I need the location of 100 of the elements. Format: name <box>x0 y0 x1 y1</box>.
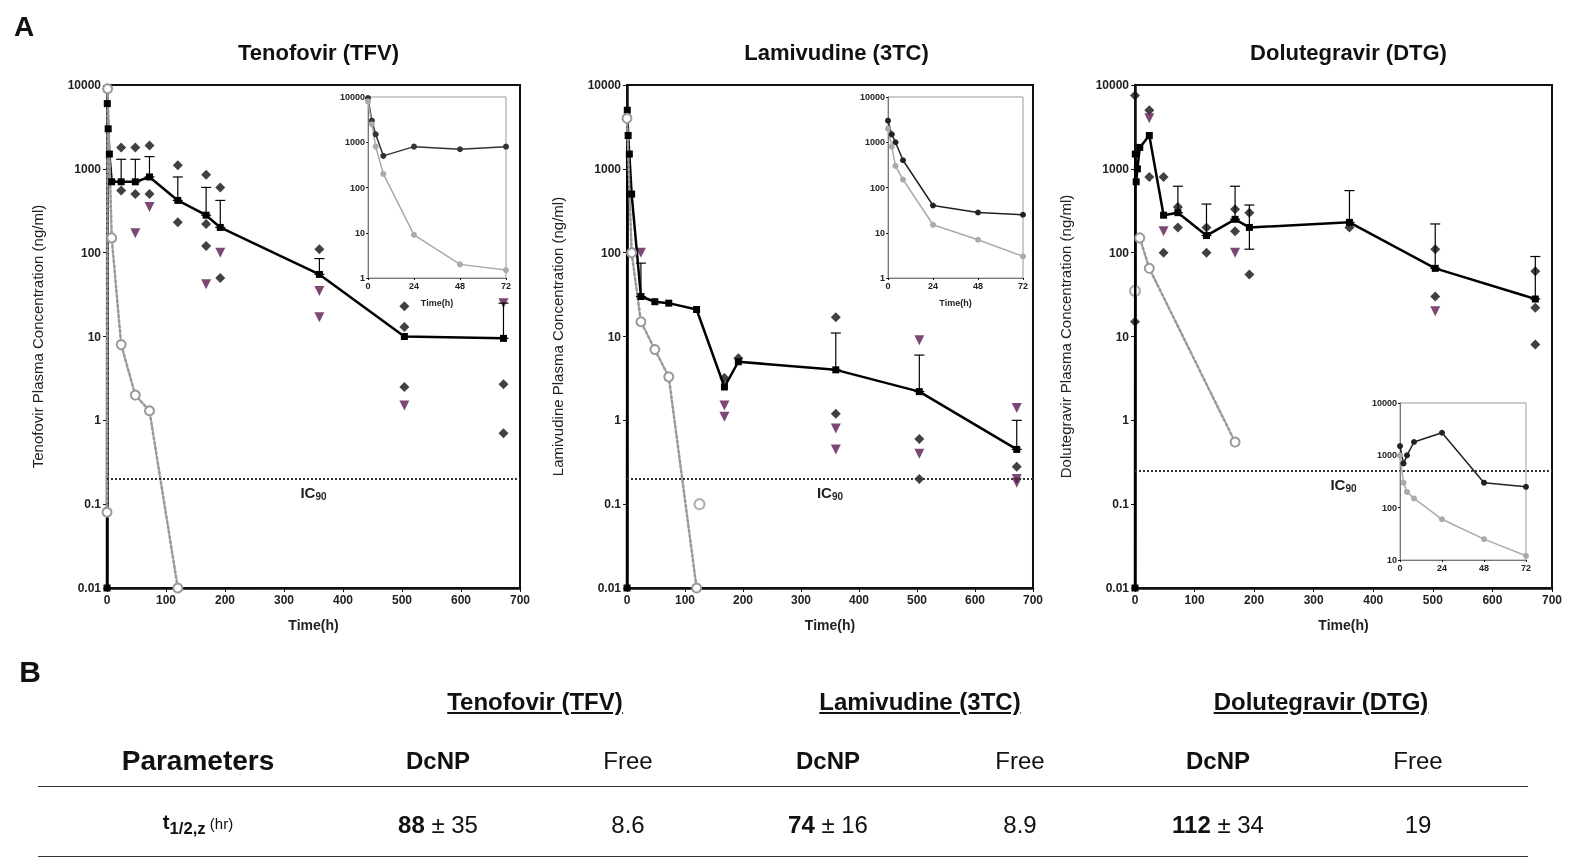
point <box>719 411 730 422</box>
text: DcNP <box>1185 747 1251 775</box>
x-tick-label: 600 <box>450 593 472 607</box>
x-tick-label: 72 <box>1017 280 1029 291</box>
x-tick-label: 200 <box>214 593 236 607</box>
point <box>144 202 155 213</box>
x-tick-label: 200 <box>732 593 754 607</box>
point <box>1158 226 1169 237</box>
point <box>1439 516 1445 523</box>
point <box>314 312 325 323</box>
point <box>1020 253 1026 260</box>
y-tick-label: 0.1 <box>84 497 102 512</box>
x-axis-title: Time(h) <box>939 297 972 308</box>
point <box>1411 495 1417 502</box>
point <box>498 379 509 390</box>
x-tick-label: 700 <box>1022 593 1044 607</box>
point <box>930 221 936 228</box>
y-tick-label: 0.1 <box>604 497 622 512</box>
point <box>103 100 111 108</box>
point <box>1439 429 1445 436</box>
x-tick-label: 400 <box>848 593 870 607</box>
point <box>623 584 631 592</box>
point <box>1011 403 1022 414</box>
x-axis-title: Time(h) <box>288 617 339 633</box>
point <box>1229 436 1241 448</box>
point <box>719 400 730 411</box>
y-axis-title: Lamivudine Plasma Concentration (ng/ml) <box>549 196 566 477</box>
y-tick-label: 1000 <box>74 161 102 176</box>
point <box>693 305 701 313</box>
point <box>1144 171 1155 182</box>
point <box>624 131 632 139</box>
point <box>399 381 410 392</box>
y-tick-label: 100 <box>869 182 885 193</box>
point <box>457 261 463 268</box>
x-tick-label: 100 <box>1184 593 1205 607</box>
point <box>201 218 212 229</box>
text: 88 ± 35 <box>398 811 478 839</box>
point <box>144 189 155 200</box>
point <box>649 343 661 355</box>
point <box>626 247 638 259</box>
x-tick-label: 500 <box>1422 593 1444 607</box>
y-tick-label: 10000 <box>1095 78 1130 92</box>
point <box>102 83 114 95</box>
point <box>503 143 509 150</box>
x-tick-label: 72 <box>1520 562 1532 573</box>
y-tick-label: 1000 <box>864 137 885 148</box>
y-tick-label: 0.01 <box>597 581 622 595</box>
point <box>372 131 379 138</box>
y-tick-label: 100 <box>600 245 622 260</box>
point <box>457 146 463 153</box>
y-tick-label: 10000 <box>859 92 885 102</box>
text: Free <box>603 747 653 775</box>
y-axis-title: Tenofovir Plasma Concentration (ng/ml) <box>29 204 46 469</box>
point <box>914 433 925 444</box>
point <box>201 279 212 290</box>
point <box>103 584 111 592</box>
point <box>314 244 325 255</box>
point <box>368 121 375 128</box>
point <box>1020 211 1026 218</box>
point <box>1133 165 1141 173</box>
text: DcNP <box>795 747 861 775</box>
y-tick-label: 10000 <box>67 78 102 92</box>
point <box>498 428 509 439</box>
point <box>1143 262 1155 274</box>
point <box>1400 460 1407 467</box>
point <box>1430 291 1441 302</box>
point <box>888 131 895 138</box>
point <box>399 400 410 411</box>
point <box>116 185 127 196</box>
y-tick-label: 10000 <box>587 78 622 92</box>
point <box>116 142 127 153</box>
point <box>1136 143 1144 151</box>
text: 74 ± 16 <box>788 811 868 839</box>
point <box>1130 90 1140 101</box>
text: A <box>14 10 35 42</box>
point <box>900 157 906 164</box>
text: DcNP <box>405 747 471 775</box>
y-tick-label: 10 <box>354 227 365 238</box>
point <box>1230 226 1241 237</box>
point <box>503 267 509 274</box>
point <box>1523 552 1529 559</box>
point <box>830 312 841 323</box>
point <box>663 371 675 383</box>
x-tick-label: 24 <box>408 280 420 291</box>
x-tick-label: 500 <box>906 593 928 607</box>
x-tick-label: 700 <box>1541 593 1563 607</box>
x-tick-label: 0 <box>365 280 371 291</box>
y-tick-label: 10 <box>87 329 102 344</box>
x-tick-label: 48 <box>1478 562 1490 573</box>
x-axis-title: Time(h) <box>1318 617 1369 633</box>
point <box>399 301 410 312</box>
point <box>399 321 410 332</box>
y-tick-label: 1 <box>359 273 365 283</box>
point <box>830 408 841 419</box>
y-tick-label: 100 <box>349 182 365 193</box>
point <box>1131 584 1139 592</box>
point <box>411 143 417 150</box>
chart-title: Dolutegravir (DTG) <box>1250 39 1447 65</box>
y-tick-label: 1000 <box>1376 450 1397 461</box>
point <box>900 176 906 183</box>
